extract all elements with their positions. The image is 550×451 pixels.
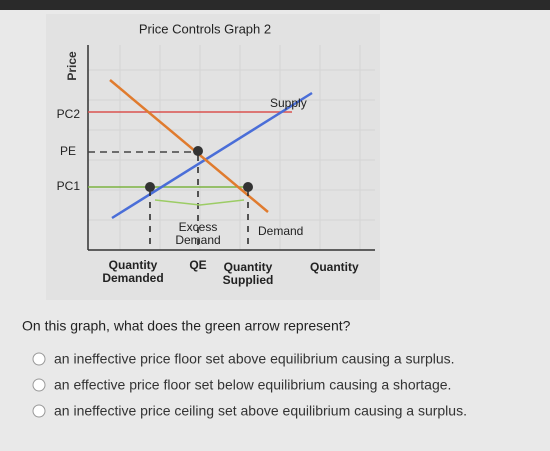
quantity-label: Quantity Supplied [223, 260, 274, 287]
option-text[interactable]: an ineffective price floor set above equ… [54, 351, 455, 367]
curve-label: Supply [270, 96, 307, 110]
graph-panel [46, 14, 380, 300]
quantity-label: QE [189, 258, 206, 272]
drop-lines [149, 155, 249, 248]
text-line: Quantity [224, 260, 273, 274]
supply-curve [111, 91, 313, 220]
radio-button[interactable] [32, 378, 46, 392]
price-label: PC2 [57, 107, 81, 121]
text-line: Quantity [109, 258, 158, 272]
annotation: Excess Demand [175, 220, 220, 247]
point [243, 182, 253, 192]
option[interactable]: an ineffective price floor set above equ… [32, 351, 455, 367]
question: On this graph, what does the green arrow… [22, 318, 351, 334]
radio-button[interactable] [32, 352, 46, 366]
x-axis-label: Quantity [310, 260, 359, 274]
option[interactable]: an ineffective price ceiling set above e… [32, 403, 467, 419]
graph-title: Price Controls Graph 2 [139, 21, 271, 36]
top-bar [0, 0, 550, 10]
quantity-label: Quantity Demanded [102, 258, 163, 285]
demand-curve [109, 79, 269, 213]
option[interactable]: an effective price floor set below equil… [32, 377, 451, 393]
y-axis-label: Price [65, 51, 79, 81]
text-line: Demand [175, 233, 220, 247]
curve-label: Demand [258, 224, 303, 238]
graph: Price Controls Graph 2 Price PC2 PE PC1 … [57, 21, 375, 287]
price-label: PC1 [57, 179, 81, 193]
green-arrow [154, 199, 245, 206]
option-text[interactable]: an ineffective price ceiling set above e… [54, 403, 467, 419]
grid [88, 45, 375, 250]
text-line: Demanded [102, 271, 163, 285]
text-line: Supplied [223, 273, 274, 287]
option-text[interactable]: an effective price floor set below equil… [54, 377, 451, 393]
price-label: PE [60, 144, 76, 158]
text-line: Excess [179, 220, 218, 234]
radio-button[interactable] [32, 404, 46, 418]
point [193, 146, 203, 156]
point [145, 182, 155, 192]
